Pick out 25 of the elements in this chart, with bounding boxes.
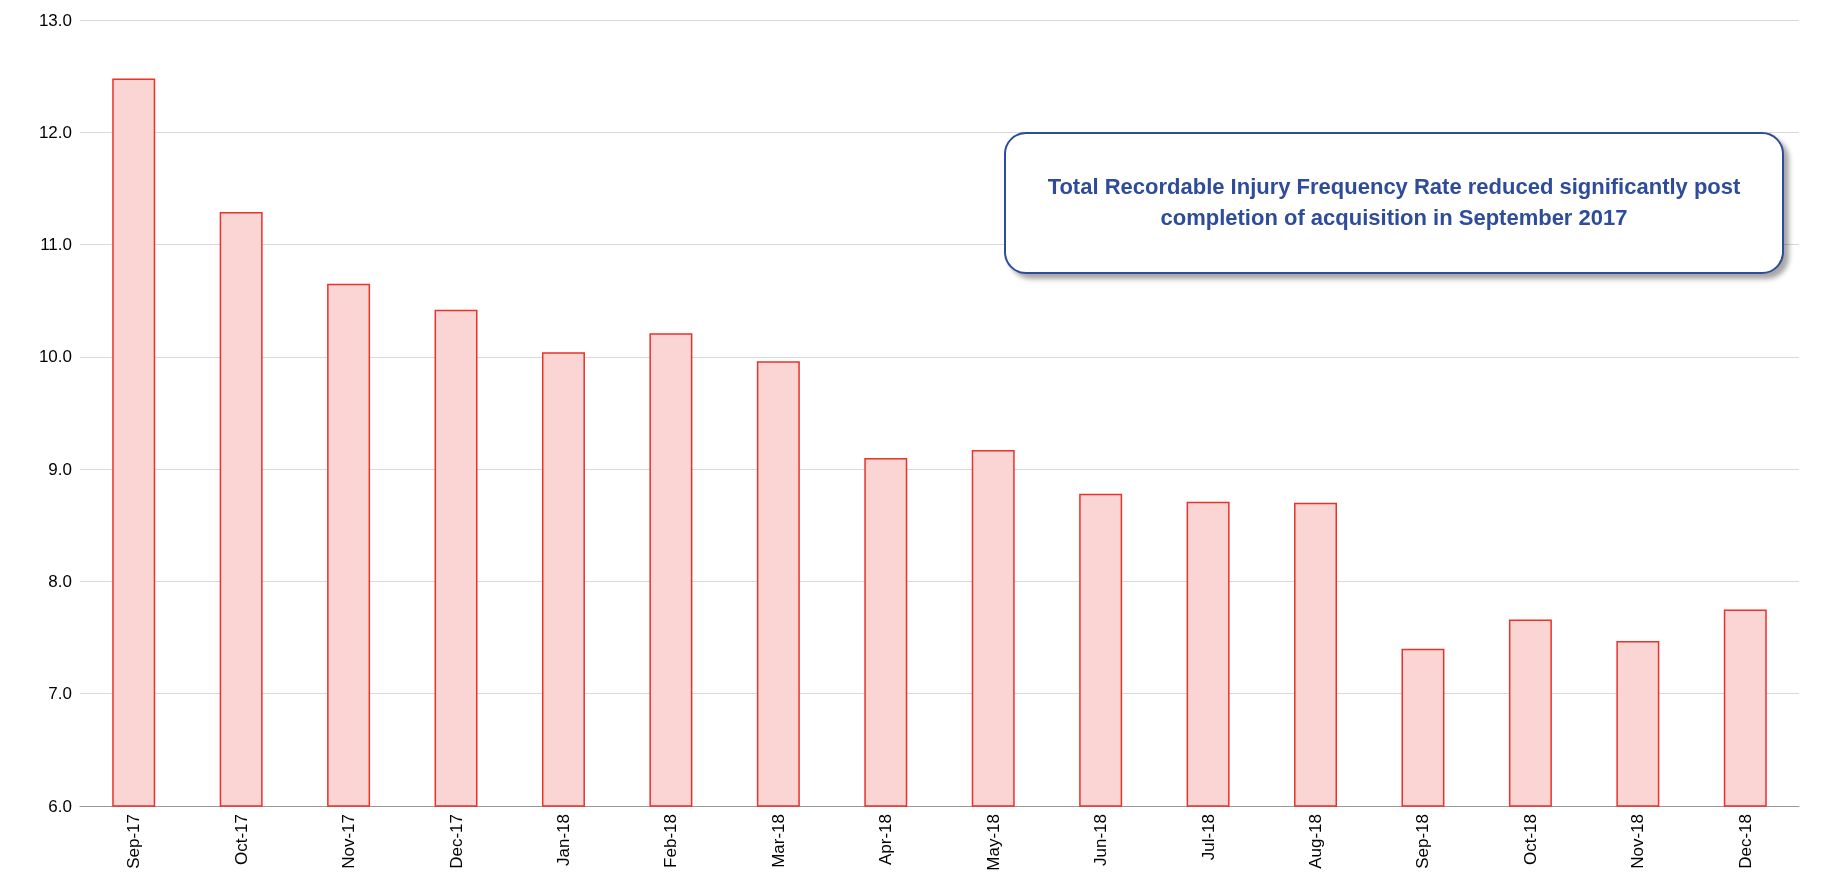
x-tick-label: Jan-18 — [553, 814, 573, 866]
x-tick-label: Feb-18 — [661, 814, 681, 868]
x-tick-label: Aug-18 — [1306, 814, 1326, 869]
x-tick-label: Dec-17 — [446, 814, 466, 869]
y-tick-label: 11.0 — [40, 235, 72, 255]
x-tick-label: Sep-18 — [1413, 814, 1433, 869]
x-tick-label: Mar-18 — [768, 814, 788, 868]
x-tick-label: Apr-18 — [876, 814, 896, 866]
y-tick-label: 8.0 — [48, 571, 72, 591]
x-tick-label: Sep-17 — [124, 814, 144, 869]
y-tick-label: 9.0 — [48, 459, 72, 479]
x-tick-label: Oct-17 — [231, 814, 251, 866]
y-tick-label: 12.0 — [38, 122, 72, 142]
x-tick-label: Oct-18 — [1520, 814, 1540, 866]
x-tick-label: Jul-18 — [1198, 814, 1218, 861]
x-tick-label: Dec-18 — [1735, 814, 1755, 869]
y-tick-label: 10.0 — [38, 347, 72, 367]
x-tick-label: Jun-18 — [1091, 814, 1111, 866]
x-tick-label: Nov-18 — [1628, 814, 1648, 869]
x-tick-label: May-18 — [983, 814, 1003, 871]
y-tick-label: 13.0 — [38, 10, 72, 30]
rounded-callout-box: Total Recordable Injury Frequency Rate reduced significantly post completion of acquisition in September 2017 — [1004, 132, 1784, 274]
y-tick-label: 7.0 — [48, 684, 72, 704]
x-tick-label: Nov-17 — [339, 814, 359, 869]
y-tick-label: 6.0 — [48, 796, 72, 816]
